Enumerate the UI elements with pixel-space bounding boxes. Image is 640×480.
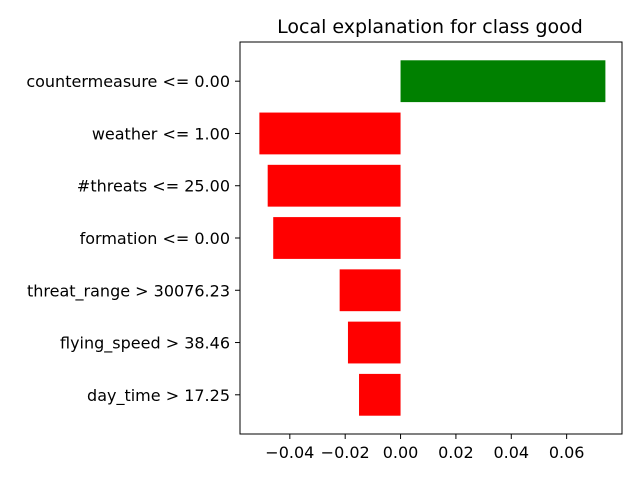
chart-title: Local explanation for class good: [277, 16, 583, 38]
plot-frame: [239, 41, 623, 435]
bar-2: [267, 164, 401, 207]
bars-group: [259, 60, 606, 416]
bar-3: [273, 217, 401, 259]
y-tick-label-3: formation <= 0.00: [80, 229, 230, 248]
bar-4: [339, 269, 401, 312]
x-tick-label-1: −0.02: [321, 443, 370, 462]
x-axis-ticks: −0.04 −0.02 0.00 0.02 0.04 0.06: [265, 434, 584, 462]
y-tick-label-2: #threats <= 25.00: [77, 177, 230, 196]
bar-1: [259, 112, 401, 155]
bar-6: [359, 373, 401, 416]
bar-0: [400, 60, 606, 103]
x-tick-label-5: 0.06: [549, 443, 585, 462]
x-tick-label-2: 0.00: [383, 443, 419, 462]
bar-5: [347, 321, 401, 364]
y-tick-label-1: weather <= 1.00: [92, 124, 230, 143]
y-axis-labels: countermeasure <= 0.00 weather <= 1.00 #th…: [26, 72, 240, 406]
y-tick-label-6: day_time > 17.25: [87, 386, 230, 406]
y-tick-label-4: threat_range > 30076.23: [27, 281, 230, 301]
x-tick-label-3: 0.02: [438, 443, 474, 462]
y-tick-label-5: flying_speed > 38.46: [60, 334, 230, 354]
x-tick-label-0: −0.04: [265, 443, 314, 462]
x-tick-label-4: 0.04: [493, 443, 529, 462]
y-tick-label-0: countermeasure <= 0.00: [26, 72, 230, 91]
